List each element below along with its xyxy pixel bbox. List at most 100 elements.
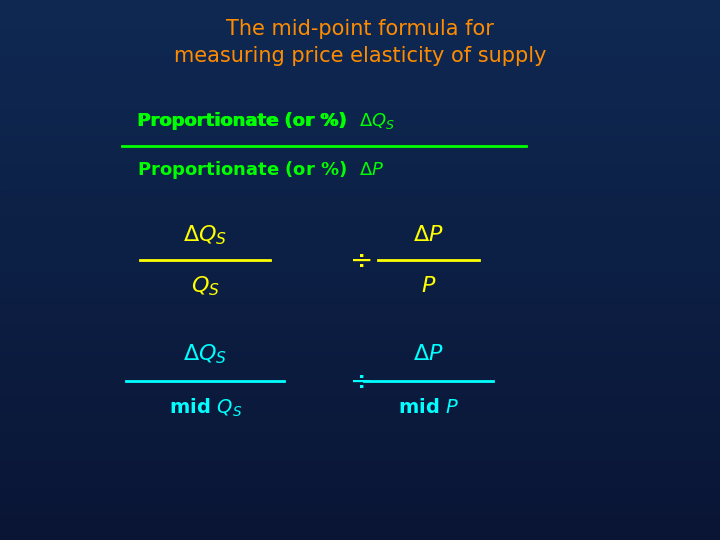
Bar (0, 308, 720, 313)
Text: $\Delta\mathit{Q}_\mathit{S}$: $\Delta\mathit{Q}_\mathit{S}$ (183, 223, 228, 247)
Bar (0, 416, 720, 421)
Bar (0, 227, 720, 232)
Bar (0, 11, 720, 16)
Bar (0, 265, 720, 270)
Text: $\Delta\mathit{P}$: $\Delta\mathit{P}$ (413, 343, 444, 364)
Text: measuring price elasticity of supply: measuring price elasticity of supply (174, 46, 546, 66)
Text: $\Delta\mathit{Q}_\mathit{S}$: $\Delta\mathit{Q}_\mathit{S}$ (183, 342, 228, 366)
Text: Proportionate (or %): Proportionate (or %) (137, 112, 359, 131)
Bar (0, 270, 720, 275)
Bar (0, 454, 720, 459)
Bar (0, 313, 720, 319)
Bar (0, 86, 720, 92)
Bar (0, 459, 720, 464)
Bar (0, 49, 720, 54)
Bar (0, 0, 720, 5)
Bar (0, 54, 720, 59)
Text: $\mathit{Q}_\mathit{S}$: $\mathit{Q}_\mathit{S}$ (191, 274, 220, 298)
Bar (0, 38, 720, 43)
Text: $\Delta\mathit{P}$: $\Delta\mathit{P}$ (413, 225, 444, 245)
Text: Proportionate (or %)  $\Delta\mathit{P}$: Proportionate (or %) $\Delta\mathit{P}$ (137, 159, 384, 181)
Bar (0, 324, 720, 329)
Bar (0, 97, 720, 103)
Bar (0, 410, 720, 416)
Bar (0, 22, 720, 27)
Bar (0, 351, 720, 356)
Bar (0, 378, 720, 383)
Bar (0, 518, 720, 524)
Bar (0, 65, 720, 70)
Bar (0, 535, 720, 540)
Bar (0, 162, 720, 167)
Bar (0, 329, 720, 335)
Bar (0, 103, 720, 108)
Bar (0, 216, 720, 221)
Bar (0, 502, 720, 508)
Bar (0, 238, 720, 243)
Bar (0, 221, 720, 227)
Bar (0, 286, 720, 292)
Bar (0, 200, 720, 205)
Bar (0, 373, 720, 378)
Bar (0, 405, 720, 410)
Bar (0, 178, 720, 184)
Bar (0, 524, 720, 529)
Bar (0, 297, 720, 302)
Bar (0, 194, 720, 200)
Bar (0, 508, 720, 513)
Bar (0, 205, 720, 211)
Text: Proportionate (or %)  $\Delta\mathit{Q}_\mathit{S}$: Proportionate (or %) $\Delta\mathit{Q}_\… (137, 111, 395, 132)
Bar (0, 135, 720, 140)
Text: $\mathit{P}$: $\mathit{P}$ (420, 276, 436, 296)
Bar (0, 400, 720, 405)
Text: $\div$: $\div$ (348, 246, 372, 274)
Bar (0, 211, 720, 216)
Bar (0, 389, 720, 394)
Bar (0, 486, 720, 491)
Bar (0, 32, 720, 38)
Text: mid $\mathit{Q}_\mathit{S}$: mid $\mathit{Q}_\mathit{S}$ (168, 396, 242, 419)
Bar (0, 113, 720, 119)
Bar (0, 464, 720, 470)
Bar (0, 367, 720, 373)
Bar (0, 481, 720, 486)
Bar (0, 43, 720, 49)
Bar (0, 232, 720, 238)
Bar (0, 421, 720, 427)
Bar (0, 167, 720, 173)
Bar (0, 346, 720, 351)
Bar (0, 248, 720, 254)
Bar (0, 275, 720, 281)
Text: mid $\mathit{P}$: mid $\mathit{P}$ (397, 398, 459, 417)
Bar (0, 16, 720, 22)
Text: $\div$: $\div$ (348, 367, 372, 395)
Bar (0, 81, 720, 86)
Bar (0, 448, 720, 454)
Bar (0, 356, 720, 362)
Bar (0, 281, 720, 286)
Text: The mid-point formula for: The mid-point formula for (226, 19, 494, 39)
Bar (0, 427, 720, 432)
Bar (0, 529, 720, 535)
Bar (0, 173, 720, 178)
Bar (0, 184, 720, 189)
Bar (0, 119, 720, 124)
Bar (0, 130, 720, 135)
Bar (0, 443, 720, 448)
Bar (0, 76, 720, 81)
Bar (0, 491, 720, 497)
Bar (0, 513, 720, 518)
Bar (0, 292, 720, 297)
Bar (0, 70, 720, 76)
Bar (0, 108, 720, 113)
Bar (0, 59, 720, 65)
Bar (0, 432, 720, 437)
Bar (0, 189, 720, 194)
Bar (0, 254, 720, 259)
Bar (0, 475, 720, 481)
Bar (0, 470, 720, 475)
Bar (0, 124, 720, 130)
Bar (0, 140, 720, 146)
Bar (0, 92, 720, 97)
Bar (0, 394, 720, 400)
